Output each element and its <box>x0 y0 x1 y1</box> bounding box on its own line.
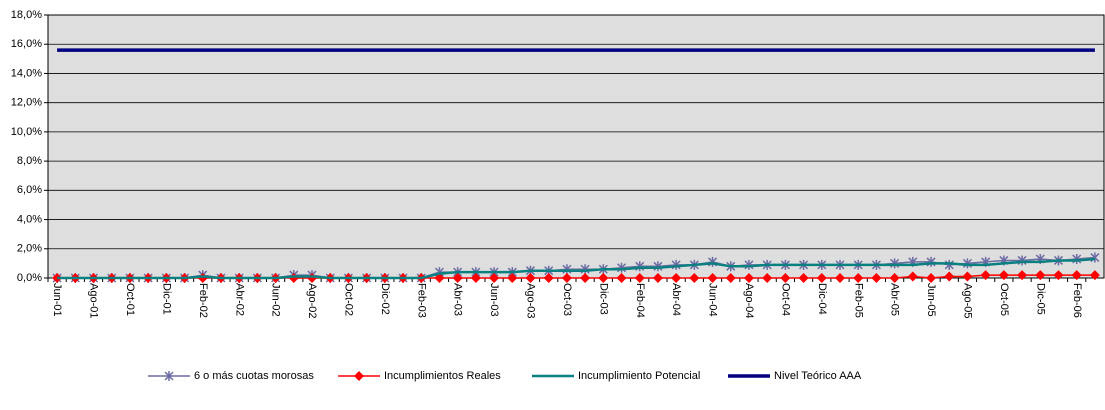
x-tick-label: Ago-05 <box>962 283 974 318</box>
y-tick-label: 14,0% <box>11 67 42 79</box>
marker <box>743 273 754 283</box>
marker <box>762 273 773 283</box>
x-tick-label: Abr-02 <box>233 283 245 316</box>
y-tick-label: 4,0% <box>17 213 42 225</box>
y-tick-label: 2,0% <box>17 243 42 255</box>
marker <box>871 273 882 283</box>
marker <box>944 271 955 282</box>
marker <box>835 273 845 283</box>
marker <box>470 273 481 283</box>
marker <box>689 273 700 283</box>
x-tick-label: Oct-04 <box>779 283 791 316</box>
marker <box>1017 270 1028 281</box>
x-tick-label: Dic-04 <box>816 283 828 315</box>
marker <box>671 273 682 283</box>
marker <box>616 273 627 283</box>
marker <box>507 273 518 283</box>
y-tick-label: 12,0% <box>11 97 42 109</box>
x-tick-label: Feb-02 <box>197 283 209 318</box>
x-tick-label: Dic-02 <box>379 283 391 315</box>
y-tick-label: 8,0% <box>17 155 42 167</box>
marker <box>780 273 791 283</box>
x-tick-label: Oct-03 <box>561 283 573 316</box>
x-tick-label: Ago-03 <box>525 283 537 318</box>
x-tick-label: Dic-01 <box>160 283 172 315</box>
x-tick-label: Feb-05 <box>852 283 864 318</box>
marker <box>1071 270 1082 281</box>
x-tick-label: Oct-02 <box>343 283 355 316</box>
y-tick-label: 6,0% <box>17 184 42 196</box>
y-tick-label: 10,0% <box>11 126 42 138</box>
y-tick-label: 18,0% <box>11 9 42 21</box>
x-tick-label: Feb-06 <box>1071 283 1083 318</box>
y-tick-label: 0,0% <box>17 272 42 284</box>
marker <box>926 273 937 283</box>
x-tick-label: Abr-05 <box>889 283 901 316</box>
legend-label: Incumplimientos Reales <box>384 370 501 382</box>
marker <box>1053 270 1064 281</box>
x-tick-label: Oct-05 <box>998 283 1010 316</box>
x-tick-label: Jun-03 <box>488 283 500 317</box>
x-tick-label: Dic-03 <box>597 283 609 315</box>
marker <box>1035 270 1046 281</box>
marker <box>598 273 609 283</box>
marker <box>853 273 864 283</box>
x-tick-label: Jun-02 <box>270 283 282 317</box>
marker <box>907 271 918 282</box>
marker <box>489 273 500 283</box>
x-tick-label: Feb-03 <box>415 283 427 318</box>
series <box>57 257 1095 280</box>
y-tick-label: 16,0% <box>11 38 42 50</box>
x-tick-label: Dic-05 <box>1034 283 1046 315</box>
marker <box>525 273 536 283</box>
marker <box>798 273 809 283</box>
marker <box>962 271 973 282</box>
marker <box>980 270 991 281</box>
x-tick-label: Jun-04 <box>707 283 719 317</box>
marker <box>561 273 572 283</box>
plot-area <box>47 14 1105 279</box>
x-tick-label: Jun-05 <box>925 283 937 317</box>
marker <box>652 273 663 283</box>
x-tick-label: Ago-01 <box>88 283 100 318</box>
x-tick-label: Oct-01 <box>124 283 136 316</box>
x-tick-label: Feb-04 <box>634 283 646 318</box>
legend-label: 6 o más cuotas morosas <box>194 370 314 382</box>
legend-marker <box>164 371 174 381</box>
marker <box>998 270 1009 281</box>
marker <box>580 273 591 283</box>
x-tick-label: Ago-02 <box>306 283 318 318</box>
x-tick-label: Ago-04 <box>743 283 755 318</box>
line <box>57 257 1095 280</box>
marker <box>816 273 827 283</box>
legend-label: Nivel Teórico AAA <box>774 370 862 382</box>
x-tick-label: Abr-03 <box>452 283 464 316</box>
marker <box>634 273 645 283</box>
x-tick-label: Abr-04 <box>670 283 682 316</box>
marker <box>1089 270 1100 281</box>
marker <box>452 273 463 283</box>
marker <box>725 273 736 283</box>
x-tick-label: Jun-01 <box>51 283 63 317</box>
marker <box>707 273 718 283</box>
marker <box>543 273 554 283</box>
marker <box>889 273 900 283</box>
legend-label: Incumplimiento Potencial <box>578 370 700 382</box>
legend-marker <box>354 371 364 381</box>
